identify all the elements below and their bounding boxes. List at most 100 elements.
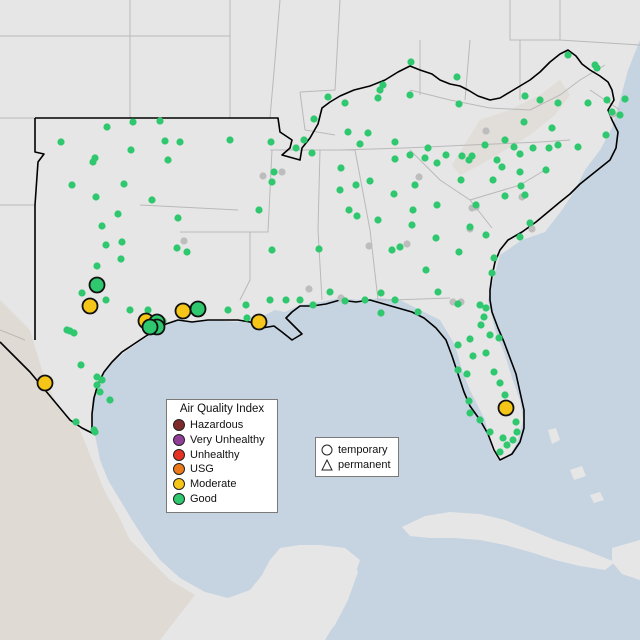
- monitor-marker-good[interactable]: [501, 136, 509, 144]
- monitor-marker-good[interactable]: [126, 306, 134, 314]
- monitor-marker-good[interactable]: [102, 296, 110, 304]
- monitor-marker-good[interactable]: [173, 244, 181, 252]
- monitor-marker-good[interactable]: [391, 138, 399, 146]
- monitor-marker-good[interactable]: [268, 246, 276, 254]
- monitor-marker-good[interactable]: [144, 306, 152, 314]
- monitor-marker-good[interactable]: [498, 163, 506, 171]
- monitor-marker-good[interactable]: [183, 248, 191, 256]
- monitor-marker-good[interactable]: [309, 301, 317, 309]
- monitor-marker-good[interactable]: [486, 428, 494, 436]
- monitor-marker-good[interactable]: [176, 138, 184, 146]
- monitor-marker-nodata[interactable]: [365, 242, 373, 250]
- monitor-marker-good[interactable]: [477, 321, 485, 329]
- monitor-marker-good[interactable]: [517, 182, 525, 190]
- monitor-marker-good[interactable]: [488, 269, 496, 277]
- monitor-marker-good[interactable]: [300, 136, 308, 144]
- monitor-marker-good[interactable]: [396, 243, 404, 251]
- monitor-marker-good[interactable]: [495, 334, 503, 342]
- monitor-marker-good[interactable]: [482, 231, 490, 239]
- monitor-marker-good[interactable]: [98, 376, 106, 384]
- monitor-marker-good[interactable]: [536, 96, 544, 104]
- monitor-marker-good[interactable]: [520, 118, 528, 126]
- monitor-marker-good[interactable]: [476, 301, 484, 309]
- monitor-marker-good[interactable]: [267, 138, 275, 146]
- monitor-marker-good[interactable]: [442, 151, 450, 159]
- monitor-marker-good[interactable]: [455, 248, 463, 256]
- monitor-marker-good[interactable]: [377, 309, 385, 317]
- monitor-marker-good[interactable]: [326, 288, 334, 296]
- monitor-marker-good[interactable]: [376, 86, 384, 94]
- monitor-marker-good[interactable]: [516, 168, 524, 176]
- monitor-marker-good[interactable]: [512, 418, 520, 426]
- monitor-marker-good[interactable]: [148, 196, 156, 204]
- monitor-marker-nodata[interactable]: [482, 127, 490, 135]
- monitor-marker-good[interactable]: [118, 238, 126, 246]
- monitor-marker-good[interactable]: [255, 206, 263, 214]
- monitor-marker-good[interactable]: [482, 349, 490, 357]
- monitor-marker-good[interactable]: [89, 158, 97, 166]
- monitor-marker-good[interactable]: [117, 255, 125, 263]
- monitor-marker-good[interactable]: [472, 201, 480, 209]
- monitor-marker-good[interactable]: [433, 201, 441, 209]
- monitor-marker-good[interactable]: [503, 441, 511, 449]
- monitor-marker-moderate[interactable]: [174, 302, 192, 320]
- monitor-marker-good[interactable]: [574, 143, 582, 151]
- monitor-marker-good[interactable]: [458, 152, 466, 160]
- monitor-marker-good[interactable]: [526, 219, 534, 227]
- monitor-marker-good[interactable]: [529, 144, 537, 152]
- monitor-marker-good[interactable]: [129, 118, 137, 126]
- monitor-marker-good[interactable]: [455, 100, 463, 108]
- monitor-marker-good[interactable]: [584, 99, 592, 107]
- monitor-marker-good[interactable]: [292, 144, 300, 152]
- monitor-marker-good[interactable]: [465, 397, 473, 405]
- monitor-marker-nodata[interactable]: [259, 172, 267, 180]
- monitor-marker-good[interactable]: [490, 368, 498, 376]
- monitor-marker-good[interactable]: [434, 288, 442, 296]
- monitor-marker-good[interactable]: [336, 186, 344, 194]
- monitor-marker-good[interactable]: [482, 304, 490, 312]
- monitor-marker-moderate[interactable]: [36, 374, 54, 392]
- monitor-marker-good[interactable]: [489, 176, 497, 184]
- monitor-marker-good[interactable]: [486, 331, 494, 339]
- monitor-marker-good[interactable]: [496, 448, 504, 456]
- monitor-marker-good[interactable]: [521, 191, 529, 199]
- monitor-marker-good[interactable]: [390, 190, 398, 198]
- monitor-marker-good[interactable]: [324, 93, 332, 101]
- monitor-marker-good-large[interactable]: [88, 276, 106, 294]
- monitor-marker-good[interactable]: [516, 233, 524, 241]
- monitor-marker-good-large[interactable]: [141, 318, 159, 336]
- monitor-marker-good[interactable]: [345, 206, 353, 214]
- monitor-marker-good[interactable]: [282, 296, 290, 304]
- monitor-marker-good-large[interactable]: [189, 300, 207, 318]
- monitor-marker-good[interactable]: [315, 245, 323, 253]
- monitor-marker-good[interactable]: [493, 156, 501, 164]
- monitor-marker-good[interactable]: [468, 152, 476, 160]
- monitor-marker-good[interactable]: [361, 296, 369, 304]
- monitor-marker-good[interactable]: [352, 181, 360, 189]
- monitor-marker-good[interactable]: [501, 391, 509, 399]
- monitor-marker-good[interactable]: [161, 137, 169, 145]
- monitor-marker-good[interactable]: [545, 144, 553, 152]
- monitor-marker-good[interactable]: [490, 254, 498, 262]
- monitor-marker-good[interactable]: [364, 129, 372, 137]
- monitor-marker-good[interactable]: [454, 300, 462, 308]
- monitor-marker-good[interactable]: [388, 246, 396, 254]
- monitor-marker-good[interactable]: [424, 144, 432, 152]
- monitor-marker-good[interactable]: [466, 335, 474, 343]
- monitor-marker-good[interactable]: [432, 234, 440, 242]
- monitor-marker-good[interactable]: [466, 409, 474, 417]
- monitor-marker-good[interactable]: [509, 436, 517, 444]
- monitor-marker-good[interactable]: [174, 214, 182, 222]
- monitor-marker-good[interactable]: [406, 151, 414, 159]
- monitor-marker-good[interactable]: [496, 379, 504, 387]
- monitor-marker-good[interactable]: [463, 370, 471, 378]
- monitor-marker-good[interactable]: [377, 289, 385, 297]
- monitor-marker-good[interactable]: [296, 296, 304, 304]
- monitor-marker-good[interactable]: [98, 222, 106, 230]
- monitor-marker-good[interactable]: [513, 428, 521, 436]
- monitor-marker-good[interactable]: [422, 266, 430, 274]
- monitor-marker-nodata[interactable]: [305, 285, 313, 293]
- monitor-marker-good[interactable]: [476, 416, 484, 424]
- monitor-marker-good[interactable]: [408, 221, 416, 229]
